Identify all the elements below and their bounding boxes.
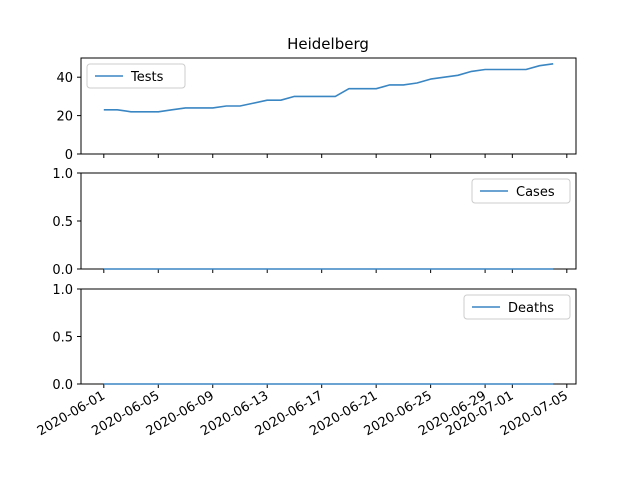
y-tick-label: 40: [56, 71, 73, 86]
panel-cases: 0.0 0.5 1.0 Cases: [52, 167, 577, 278]
axes-frame: [80, 57, 577, 155]
y-tick-label: 0.0: [52, 263, 73, 278]
legend-label: Cases: [516, 185, 555, 200]
x-tick-labels: 2020-06-012020-06-052020-06-092020-06-13…: [35, 388, 571, 439]
panel-tests: 0 20 40 Tests: [56, 57, 577, 163]
y-tick-label: 0.5: [52, 331, 73, 346]
chart-title: Heidelberg: [287, 35, 369, 53]
legend-box: [86, 63, 186, 89]
panel-deaths: 0.0 0.5 1.0 Deaths: [52, 283, 577, 393]
y-tick-label: 1.0: [52, 283, 73, 298]
y-tick-label: 20: [56, 110, 73, 125]
y-tick-label: 1.0: [52, 167, 73, 182]
legend-box: [471, 178, 571, 204]
series-line-tests: [103, 63, 554, 113]
legend-label: Tests: [130, 70, 164, 85]
legend-deaths: Deaths: [463, 294, 571, 320]
legend-tests: Tests: [86, 63, 186, 89]
y-tick-label: 0.0: [52, 378, 73, 393]
y-tick-label: 0: [65, 148, 73, 163]
legend-cases: Cases: [471, 178, 571, 204]
y-tick-label: 0.5: [52, 215, 73, 230]
legend-label: Deaths: [508, 301, 554, 316]
panels: 0 20 40 Tests 0.0 0.5 1.0 Cases 0.0 0.5 1.0 Deaths 2…: [35, 57, 577, 439]
legend-box: [463, 294, 571, 320]
